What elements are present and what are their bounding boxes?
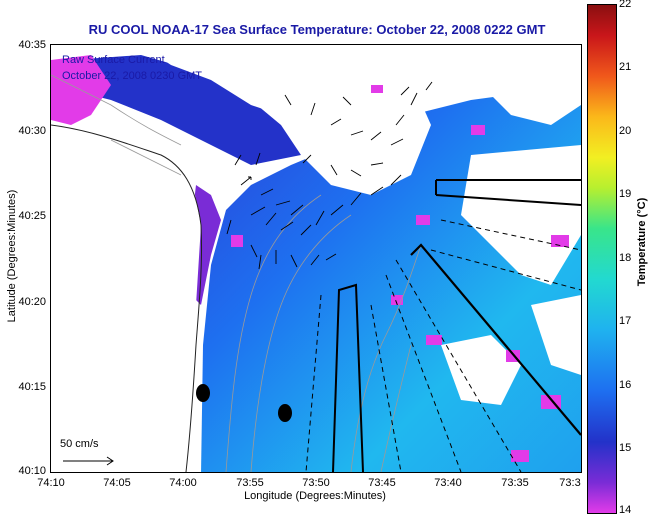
- sst-map[interactable]: [50, 44, 582, 473]
- colorbar-tick: 16: [619, 379, 632, 391]
- colorbar-tick: 21: [619, 61, 632, 73]
- bathymetry-contours: [51, 74, 422, 472]
- cloud-east-top: [481, 45, 581, 125]
- scale-arrow: [63, 456, 114, 466]
- temperature-colorbar: [587, 4, 617, 514]
- map-title: RU COOL NOAA-17 Sea Surface Temperature:…: [88, 22, 546, 37]
- y-tick: 40:30: [18, 125, 46, 137]
- station-marker[interactable]: [196, 384, 210, 402]
- y-axis-label: Latitude (Degrees:Minutes): [6, 189, 18, 323]
- land-nj: [51, 125, 201, 472]
- colorbar-tick: 20: [619, 125, 632, 137]
- colorbar-tick: 17: [619, 315, 632, 327]
- x-tick: 73:50: [302, 477, 330, 489]
- colorbar-tick: 15: [619, 442, 632, 454]
- y-tick: 40:15: [18, 381, 46, 393]
- x-tick: 73:55: [236, 477, 264, 489]
- transect-lines: [305, 179, 581, 472]
- current-time-label: October 22, 2008 0230 GMT: [62, 70, 203, 82]
- bay-sst: [71, 55, 301, 165]
- sst-map-canvas: [51, 45, 581, 472]
- colorbar-tick: 22: [619, 0, 632, 10]
- station-marker[interactable]: [278, 404, 292, 422]
- y-tick: 40:25: [18, 210, 46, 222]
- current-vectors: [226, 81, 433, 270]
- colorbar-tick: 14: [619, 504, 632, 516]
- x-tick: 74:10: [37, 477, 65, 489]
- x-axis-label: Longitude (Degrees:Minutes): [244, 490, 386, 502]
- x-tick: 73:3: [559, 477, 581, 489]
- x-tick: 74:00: [169, 477, 197, 489]
- cold-speckles: [231, 85, 569, 462]
- x-tick: 73:45: [368, 477, 396, 489]
- colorbar-tick: 18: [619, 252, 632, 264]
- colorbar-tick: 19: [619, 188, 632, 200]
- coastline: [51, 124, 203, 472]
- cloud-right-lower: [531, 295, 581, 375]
- y-tick: 40:20: [18, 296, 46, 308]
- cloud-lower: [441, 335, 521, 405]
- x-tick: 73:40: [434, 477, 462, 489]
- x-tick: 73:35: [501, 477, 529, 489]
- colorbar-title: Temperature (°C): [636, 197, 648, 287]
- cloud-center: [286, 65, 431, 195]
- x-tick: 74:05: [103, 477, 131, 489]
- y-tick: 40:10: [18, 465, 46, 477]
- current-source-label: Raw Surface Current: [62, 54, 165, 66]
- y-tick: 40:35: [18, 39, 46, 51]
- scale-label: 50 cm/s: [60, 438, 99, 450]
- land-north: [141, 45, 296, 115]
